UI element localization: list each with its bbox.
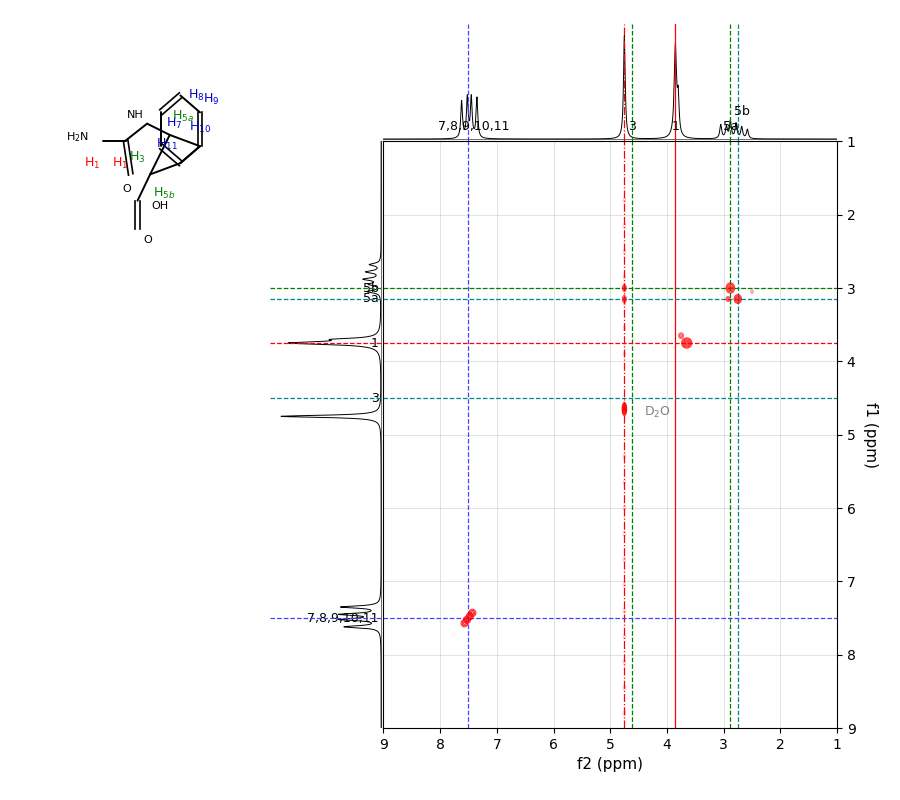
Text: H$_{11}$: H$_{11}$ (156, 137, 178, 152)
Text: 3: 3 (628, 119, 635, 133)
Text: H$_7$: H$_7$ (166, 116, 182, 131)
Text: O: O (144, 234, 153, 245)
Y-axis label: f1 (ppm): f1 (ppm) (863, 402, 878, 468)
Text: H$_1$: H$_1$ (112, 155, 128, 170)
Text: H$_8$: H$_8$ (188, 88, 204, 103)
Text: 5b: 5b (363, 282, 379, 294)
Text: D$_2$O: D$_2$O (644, 405, 671, 420)
Text: NH: NH (127, 110, 143, 120)
Text: H$_{5a}$: H$_{5a}$ (172, 109, 194, 124)
Text: H$_1$: H$_1$ (85, 155, 101, 170)
Text: H$_{5b}$: H$_{5b}$ (153, 186, 175, 201)
Text: 1: 1 (671, 119, 680, 133)
Text: 5b: 5b (734, 105, 750, 118)
Text: OH: OH (151, 202, 168, 211)
Text: H$_9$: H$_9$ (202, 92, 219, 106)
Text: H$_3$: H$_3$ (130, 150, 146, 165)
Text: H$_{10}$: H$_{10}$ (189, 120, 211, 135)
Text: O: O (122, 184, 131, 194)
Text: 5a: 5a (363, 293, 379, 306)
Text: 3: 3 (371, 391, 379, 405)
Text: H$_2$N: H$_2$N (66, 130, 89, 144)
Text: 5a: 5a (723, 119, 738, 133)
Text: 1: 1 (371, 337, 379, 350)
Text: 7,8,9,10,11: 7,8,9,10,11 (308, 611, 379, 625)
Text: 7,8,9,10,11: 7,8,9,10,11 (438, 119, 510, 133)
X-axis label: f2 (ppm): f2 (ppm) (577, 758, 644, 772)
